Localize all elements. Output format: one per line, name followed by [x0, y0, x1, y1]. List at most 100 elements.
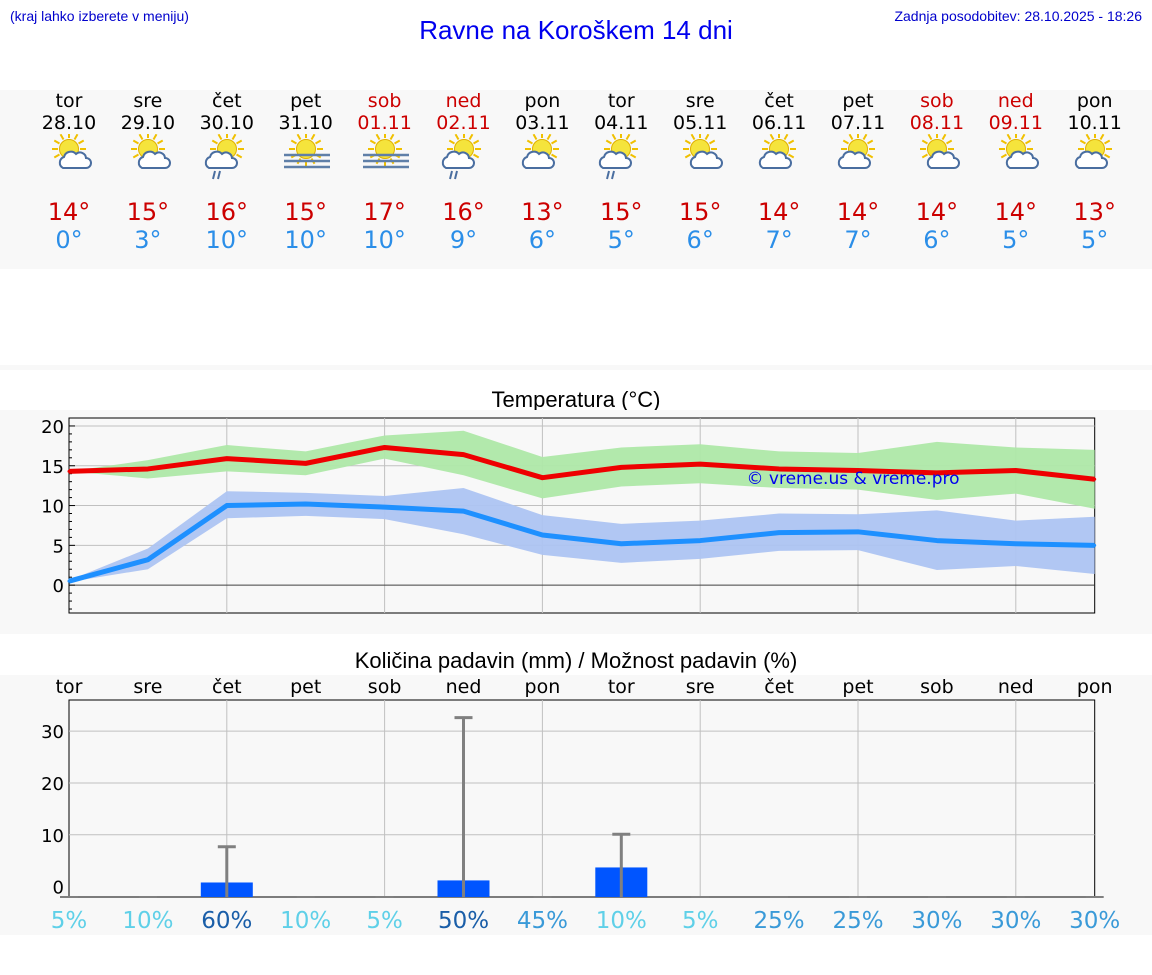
min-temperature: 5° [1002, 226, 1030, 254]
tmin-point [383, 505, 387, 509]
precip-probability: 5% [51, 908, 88, 934]
x-category-label: sob [920, 676, 954, 698]
day-name: tor [55, 90, 83, 112]
day-date: 05.11 [672, 112, 728, 134]
x-category-label: tor [56, 676, 83, 698]
sun-partly-cloudy-icon [676, 132, 726, 180]
day-name: ned [445, 90, 482, 112]
day-name: sob [920, 90, 954, 112]
tmin-point [698, 539, 702, 543]
sun-partly-cloudy-icon [45, 132, 95, 180]
precipitation-chart-title: Količina padavin (mm) / Možnost padavin … [354, 648, 798, 673]
day-date: 10.11 [1067, 112, 1122, 134]
x-category-label: pet [842, 676, 873, 698]
day-date: 04.11 [594, 112, 649, 134]
day-date: 07.11 [830, 112, 886, 134]
sun-cloudy-icon [755, 132, 805, 180]
tmax-point [1014, 469, 1018, 473]
tmax-point [698, 462, 702, 466]
y-tick-label: 20 [41, 774, 64, 795]
day-date: 03.11 [515, 112, 570, 134]
y-tick-label: 20 [41, 417, 64, 438]
tmin-point [462, 509, 465, 513]
precipitation-chart: tor sre čet pet sob ned pon tor sre čet pet sob ned p… [41, 676, 1120, 934]
day-date: 30.10 [199, 112, 254, 134]
day-column: pon 10.11 13° 5° [1055, 90, 1135, 254]
forecast-strip: tor 28.10 14° 0° sre 29.10 15° 3° čet 30.10 16° 10°… [0, 90, 1152, 269]
x-category-label: tor [608, 676, 635, 698]
precip-probability: 5% [366, 908, 403, 934]
max-temperature: 16° [442, 198, 485, 226]
day-column: sob 01.11 17° 10° [345, 90, 425, 254]
y-tick-label: 0 [53, 878, 64, 899]
day-column: pon 03.11 13° 6° [502, 90, 582, 254]
day-column: pet 07.11 14° 7° [818, 90, 898, 254]
tmin-point [777, 531, 781, 535]
day-name: pet [842, 90, 874, 112]
last-update: Zadnja posodobitev: 28.10.2025 - 18:26 [894, 8, 1142, 24]
min-temperature: 3° [134, 226, 162, 254]
tmax-point [1093, 477, 1097, 481]
precip-probability: 10% [280, 908, 331, 934]
day-column: pet 31.10 15° 10° [266, 90, 346, 254]
plot-area [68, 699, 1096, 898]
day-column: tor 28.10 14° 0° [29, 90, 109, 254]
day-date: 29.10 [120, 112, 176, 134]
day-date: 28.10 [41, 112, 97, 134]
sun-fog-icon [282, 132, 332, 180]
sun-cloudy-icon [1071, 132, 1121, 180]
day-name: sre [685, 90, 715, 112]
max-temperature: 14° [47, 198, 91, 226]
sun-partly-cloudy-icon [992, 132, 1042, 180]
day-column: ned 09.11 14° 5° [976, 90, 1056, 254]
precip-probability: 60% [201, 908, 252, 934]
day-date: 08.11 [909, 112, 965, 134]
day-name: ned [997, 90, 1034, 112]
precip-probability: 30% [990, 908, 1041, 934]
max-temperature: 17° [363, 198, 406, 226]
day-date: 06.11 [751, 112, 807, 134]
day-column: ned 02.11 16° 9° [424, 90, 504, 254]
min-temperature: 10° [205, 226, 249, 254]
x-category-label: ned [446, 676, 482, 698]
max-temperature: 13° [521, 198, 564, 226]
day-column: čet 30.10 16° 10° [187, 90, 267, 254]
temperature-chart-title: Temperatura (°C) [491, 387, 661, 412]
day-name: tor [607, 90, 635, 112]
min-temperature: 6° [528, 226, 557, 254]
temperature-chart: 0 5 10 15 20 © vreme.us & vreme.pro [41, 417, 1097, 614]
day-name: čet [212, 90, 242, 112]
tmin-point [935, 539, 939, 543]
sun-cloudy-icon [834, 132, 884, 180]
page-title: Ravne na Koroškem 14 dni [419, 15, 733, 45]
tmax-line [68, 444, 1095, 482]
max-temperature: 14° [757, 198, 801, 226]
tmax-point [935, 471, 939, 475]
precip-probability: 30% [1069, 908, 1120, 934]
max-temperature: 15° [678, 198, 722, 226]
day-column: sob 08.11 14° 6° [897, 90, 977, 254]
max-temperature: 14° [915, 198, 959, 226]
y-tick-label: 30 [41, 722, 64, 743]
precip-probability: 25% [832, 908, 883, 934]
day-name: pet [290, 90, 322, 112]
tmin-point [225, 504, 229, 508]
day-name: čet [764, 90, 794, 112]
sun-partly-cloudy-icon [913, 132, 963, 180]
sun-cloud-rain-icon [440, 132, 490, 180]
day-name: pon [524, 90, 561, 112]
max-temperature: 14° [836, 198, 880, 226]
tmin-point [856, 530, 860, 534]
min-temperature: 6° [686, 226, 714, 254]
tmin-point [67, 579, 71, 583]
day-column: čet 06.11 14° 7° [739, 90, 819, 254]
x-category-label: ned [998, 676, 1034, 698]
day-date: 09.11 [988, 112, 1043, 134]
max-temperature: 15° [126, 198, 170, 226]
precip-probability: 25% [754, 908, 805, 934]
x-category-label: sob [368, 676, 402, 698]
tmin-point [1014, 542, 1018, 546]
day-column: tor 04.11 15° 5° [581, 90, 661, 254]
tmax-point [304, 461, 308, 465]
min-temperature: 9° [449, 226, 478, 254]
